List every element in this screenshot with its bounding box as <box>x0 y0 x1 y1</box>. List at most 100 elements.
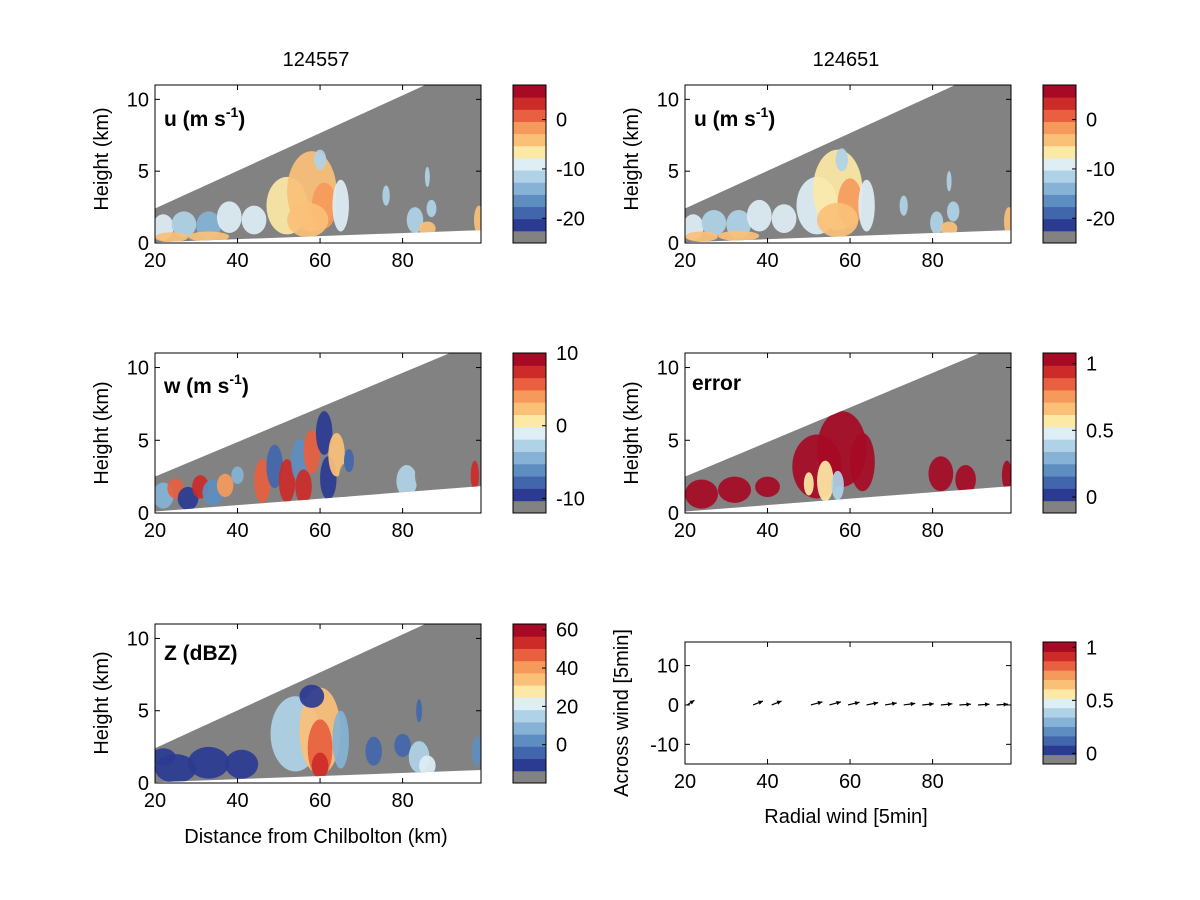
colorbar-band <box>1043 660 1076 671</box>
colorbar-band <box>513 206 546 220</box>
x-tick-label: 80 <box>391 790 413 812</box>
colorbar-band <box>513 648 546 662</box>
x-tick-label: 80 <box>921 250 943 272</box>
colorbar-wind: 10.50 <box>1042 637 1114 765</box>
y-tick-label: 10 <box>127 89 149 111</box>
heatmap-cell <box>850 433 875 492</box>
colorbar-tick-label: 40 <box>556 658 578 680</box>
y-tick-label: 10 <box>657 89 679 111</box>
colorbar-band <box>1043 377 1076 391</box>
colorbar-band <box>513 439 546 452</box>
colorbar-band <box>513 685 546 698</box>
colorbar-band <box>513 746 546 760</box>
wind-arrow <box>977 702 990 707</box>
colorbar-band <box>513 697 546 711</box>
heatmap-cell <box>471 736 481 766</box>
y-tick-label: 10 <box>127 358 149 380</box>
colorbar-band <box>1043 745 1076 756</box>
heatmap-cell <box>188 746 230 779</box>
heatmap-cell <box>396 465 418 497</box>
heatmap-cell <box>332 710 349 769</box>
x-tick-label: 60 <box>309 790 331 812</box>
colorbar-band <box>513 389 546 403</box>
y-tick-label: 5 <box>138 430 149 452</box>
x-tick-label: 60 <box>309 250 331 272</box>
colorbar-tick-label: -20 <box>556 208 585 230</box>
y-tick-label: 0 <box>138 233 149 255</box>
x-tick-label: 20 <box>144 520 166 542</box>
heatmap-cell <box>216 473 234 498</box>
y-tick-label: 5 <box>668 430 679 452</box>
colorbar-band <box>513 426 546 440</box>
colorbar-band <box>1043 500 1076 514</box>
x-ticks-u-left: 20 40 60 80 <box>144 85 414 272</box>
y-ticks-wind: 10 0 -10 <box>650 656 1011 756</box>
x-tick-label: 80 <box>921 771 943 793</box>
heatmap-cell <box>473 205 481 235</box>
colorbar-u-left: 0 -10 -20 <box>512 84 585 244</box>
colorbar-band <box>1043 230 1076 244</box>
colorbar-band <box>513 734 546 747</box>
y-tick-label: 0 <box>138 773 149 795</box>
plot-area-u-left <box>154 84 482 244</box>
y-tick-label: 10 <box>657 656 679 678</box>
heatmap-cell <box>930 211 944 235</box>
colorbar-band <box>513 476 546 489</box>
panel-label-u-left: u (m s-1) <box>164 104 245 131</box>
wind-arrow <box>752 700 764 706</box>
colorbar-band <box>513 109 546 122</box>
colorbar-band <box>513 121 546 135</box>
x-tick-label: 80 <box>391 250 413 272</box>
colorbar-band <box>1043 389 1076 403</box>
heatmap-cell <box>332 179 349 232</box>
heatmap-cell <box>241 205 267 235</box>
heatmap-cell <box>365 736 382 766</box>
panel-u-left: u (m s-1) Height (km) 20 40 60 80 0 5 10 0 -10… <box>91 84 585 272</box>
heatmap-cell <box>701 209 727 236</box>
heatmap-cell <box>416 699 422 723</box>
panel-label-z: Z (dBZ) <box>164 642 237 665</box>
colorbar-band <box>1043 707 1076 718</box>
colorbar-tick-label: 0.5 <box>1086 420 1114 442</box>
colorbar-tick-label: 1 <box>1086 637 1097 659</box>
colorbar-tick-label: 0 <box>1086 110 1097 132</box>
colorbar-band <box>513 365 546 379</box>
colorbar-band <box>513 770 546 784</box>
heatmap-cell <box>928 456 954 492</box>
colorbar-band <box>1043 439 1076 452</box>
colorbar-band <box>513 672 546 686</box>
axes-frame <box>154 84 482 244</box>
heatmap-cell <box>755 476 780 497</box>
axes-frame <box>684 352 1012 514</box>
colorbar-band <box>513 85 546 98</box>
colorbar-tick-label: 1 <box>1086 354 1097 376</box>
y-axis-label-u-right: Height (km) <box>621 107 643 210</box>
wind-arrow <box>771 700 782 706</box>
heatmap-cell <box>278 459 296 503</box>
colorbar-band <box>1043 679 1076 690</box>
heatmap-cell <box>155 748 176 766</box>
heatmap-cell <box>313 149 327 170</box>
colorbar-band <box>1043 109 1076 122</box>
wind-arrow <box>810 700 823 706</box>
x-tick-label: 80 <box>391 520 413 542</box>
heatmap-cell <box>328 433 345 477</box>
heatmap-cell <box>771 204 797 233</box>
colorbar-band <box>1043 145 1076 159</box>
heatmap-cell <box>155 232 189 243</box>
colorbar-band <box>1043 353 1076 366</box>
y-ticks-u-left: 0 5 10 <box>127 89 481 255</box>
colorbar-band <box>513 414 546 428</box>
x-tick-label: 40 <box>226 250 248 272</box>
colorbar-tick-label: -20 <box>1086 208 1115 230</box>
y-tick-label: 0 <box>668 503 679 525</box>
heatmap-cell <box>817 460 834 502</box>
y-ticks-u-right: 0 5 10 <box>657 89 1011 255</box>
heatmap-cell <box>899 195 908 216</box>
x-tick-label: 20 <box>674 250 696 272</box>
panel-label-w: w (m s-1) <box>163 371 249 398</box>
heatmap-cell <box>947 201 960 222</box>
heatmap-cell <box>685 231 719 242</box>
x-axis-label-wind: Radial wind [5min] <box>764 806 927 828</box>
heatmap-cell <box>295 469 312 505</box>
